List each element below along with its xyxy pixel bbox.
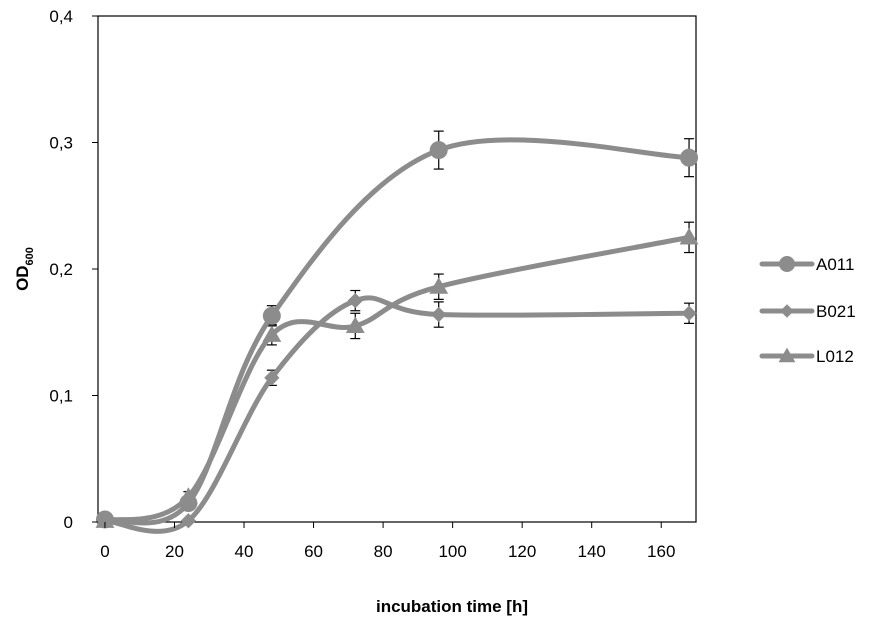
- x-tick-label: 60: [304, 542, 323, 561]
- y-axis-title-subscript: 600: [24, 247, 36, 265]
- x-axis-ticks: 0 20 40 60 80 100 120 140 160: [100, 522, 675, 561]
- legend: A011 B021 L012: [759, 255, 856, 366]
- x-tick-label: 140: [578, 542, 606, 561]
- data-point-L012: [429, 277, 449, 294]
- data-point-L012: [178, 487, 198, 504]
- markers: [95, 141, 699, 529]
- x-tick-label: 40: [235, 542, 254, 561]
- y-tick-label: 0,2: [49, 260, 73, 279]
- data-point-B021: [431, 306, 447, 323]
- data-point-B021: [681, 305, 697, 321]
- x-tick-label: 120: [508, 542, 536, 561]
- y-tick-label: 0: [64, 513, 73, 532]
- legend-label-A011: A011: [816, 255, 854, 274]
- series-line-A011: [102, 137, 692, 526]
- data-point-B021: [264, 370, 280, 386]
- data-point-A011: [429, 141, 448, 160]
- x-tick-label: 80: [374, 542, 393, 561]
- data-point-A011: [262, 306, 281, 325]
- data-point-A011: [680, 148, 699, 167]
- y-axis-title-main: OD: [13, 265, 32, 291]
- legend-marker-L012: [778, 347, 796, 363]
- data-point-L012: [345, 316, 365, 334]
- data-point-B021: [180, 513, 197, 529]
- data-point-L012: [95, 511, 115, 528]
- data-point-L012: [262, 325, 282, 342]
- y-axis-title: OD600: [13, 247, 36, 291]
- x-tick-label: 160: [647, 542, 675, 561]
- x-tick-label: 0: [100, 542, 109, 561]
- x-axis-title: incubation time [h]: [376, 597, 528, 616]
- data-point-L012: [679, 227, 699, 245]
- legend-marker-A011: [779, 256, 795, 272]
- legend-label-L012: L012: [816, 347, 854, 366]
- y-axis-ticks: 0 0,1 0,2 0,3 0,4: [49, 7, 98, 532]
- data-point-B021: [347, 292, 363, 309]
- y-tick-label: 0,4: [49, 7, 73, 26]
- y-tick-label: 0,1: [49, 387, 73, 406]
- plot-area: [97, 15, 697, 523]
- y-tick-label: 0,3: [49, 134, 73, 153]
- legend-label-B021: B021: [816, 302, 856, 321]
- x-tick-label: 20: [165, 542, 184, 561]
- legend-marker-B021: [780, 304, 794, 318]
- x-tick-label: 100: [438, 542, 466, 561]
